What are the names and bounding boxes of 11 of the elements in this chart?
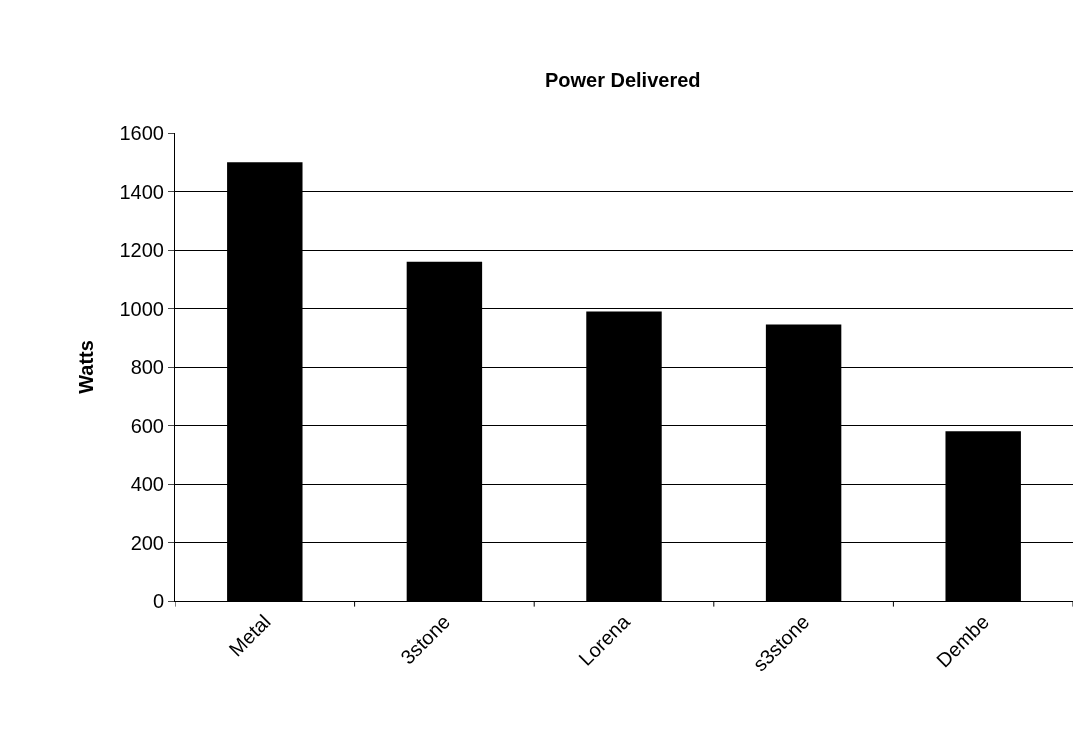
y-tick-label: 600 bbox=[130, 414, 164, 437]
y-axis-title: Watts bbox=[75, 340, 97, 394]
y-tick-label: 1200 bbox=[119, 239, 164, 261]
y-tick-label: 200 bbox=[130, 531, 164, 554]
y-tick-label: 400 bbox=[130, 473, 164, 495]
y-tick-label: 1400 bbox=[119, 180, 164, 203]
y-tick-label: 1000 bbox=[119, 297, 164, 320]
chart-title: Power Delivered bbox=[544, 69, 701, 91]
y-tick-label: 1600 bbox=[119, 122, 164, 144]
y-tick-label: 800 bbox=[130, 356, 164, 378]
y-tick-label: 0 bbox=[152, 590, 164, 612]
